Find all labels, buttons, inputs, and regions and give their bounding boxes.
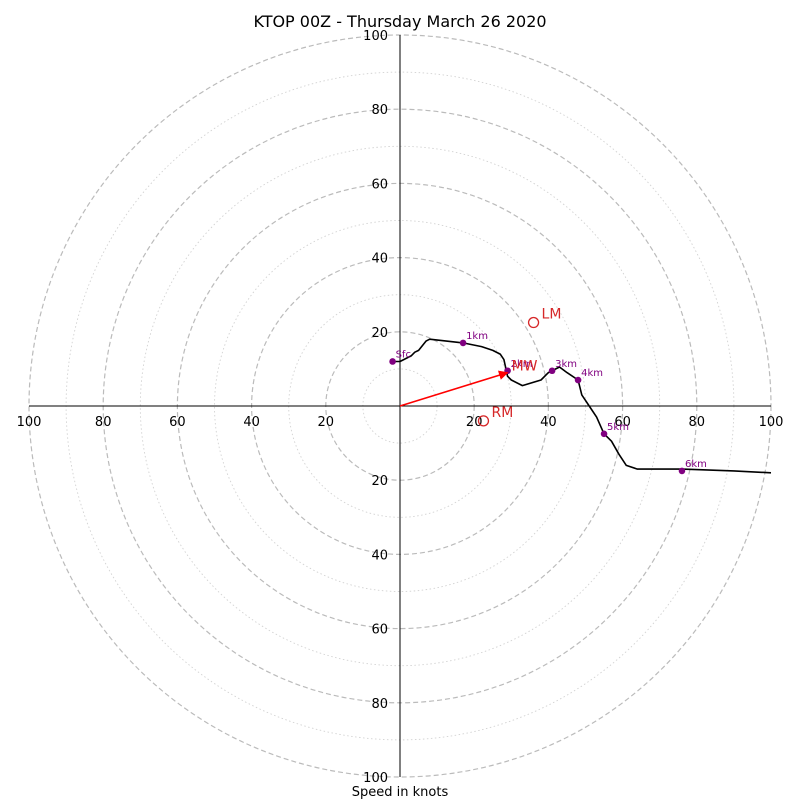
x-tick-label: 80 <box>689 415 706 430</box>
storm-motion-marker <box>527 316 540 329</box>
y-tick-label: 100 <box>363 29 388 44</box>
x-tick-label: 80 <box>95 415 112 430</box>
height-marker-label: 2km <box>511 359 533 370</box>
chart-title: KTOP 00Z - Thursday March 26 2020 <box>253 12 546 31</box>
x-tick-label: 40 <box>540 415 557 430</box>
storm-motion-marker <box>477 415 490 427</box>
storm-motion-label: RM <box>491 405 513 421</box>
y-tick-label: 100 <box>363 771 388 786</box>
x-tick-label: 100 <box>17 415 42 430</box>
height-marker <box>600 430 608 438</box>
storm-motion-label: LM <box>542 307 562 323</box>
height-marker-label: 4km <box>581 368 603 379</box>
y-tick-label: 60 <box>371 623 388 638</box>
height-marker-label: Sfc <box>396 349 411 360</box>
y-tick-label: 80 <box>371 103 388 118</box>
height-marker-label: 5km <box>607 422 629 433</box>
tick-labels: 100 80 60 40 20 20 40 60 80 100100806040202040608… <box>17 29 784 786</box>
height-marker <box>678 467 686 475</box>
x-tick-label: 60 <box>614 415 631 430</box>
y-tick-label: 40 <box>371 548 388 563</box>
y-tick-label: 20 <box>371 474 388 489</box>
x-tick-label: 100 <box>759 415 784 430</box>
height-marker <box>574 376 582 384</box>
wind-trace-line <box>392 338 772 474</box>
height-markers: Sfc 1km 2km 3km 4km 5km 6km <box>389 331 707 475</box>
y-tick-label: 60 <box>371 177 388 192</box>
mean-wind-label: MW <box>512 359 538 375</box>
y-tick-label: 40 <box>371 252 388 267</box>
storm-motion-markers: LM RM <box>477 307 562 427</box>
height-marker-label: 3km <box>555 359 577 370</box>
y-tick-label: 20 <box>371 326 388 341</box>
mean-wind: MW <box>399 359 538 407</box>
height-marker <box>548 367 556 375</box>
x-tick-label: 20 <box>318 415 335 430</box>
height-marker <box>459 339 467 347</box>
height-marker-label: 6km <box>685 459 707 470</box>
height-marker <box>389 358 396 365</box>
x-tick-label: 40 <box>243 415 260 430</box>
mean-wind-arrow <box>399 370 509 407</box>
hodograph-trace <box>392 338 772 474</box>
x-tick-label: 60 <box>169 415 186 430</box>
y-tick-label: 80 <box>371 697 388 712</box>
x-axis-label: Speed in knots <box>352 785 449 800</box>
height-marker-label: 1km <box>466 331 488 342</box>
